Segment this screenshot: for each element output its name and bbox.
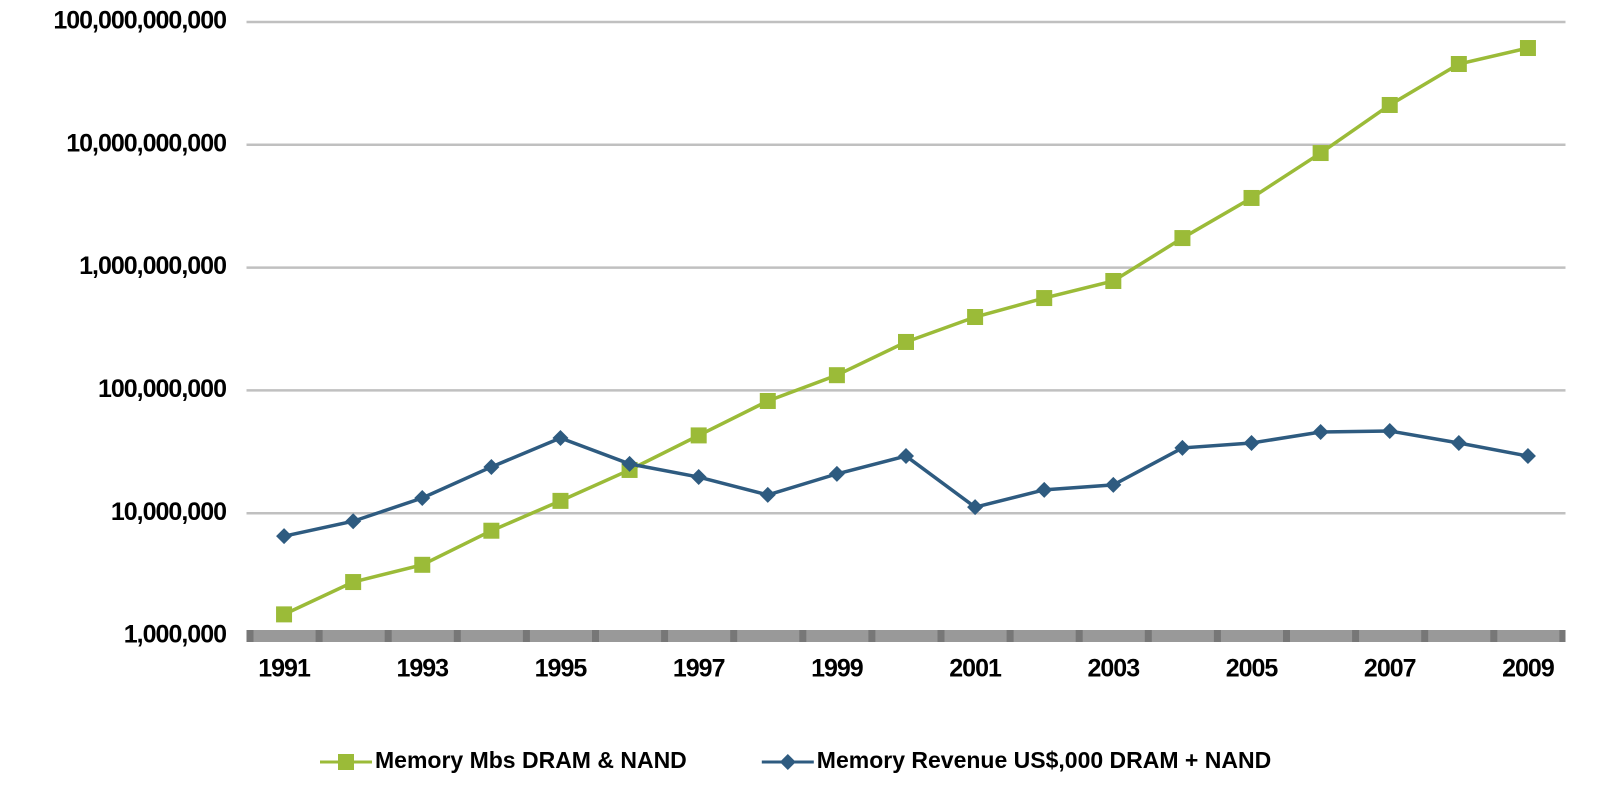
marker <box>1243 189 1260 206</box>
x-tick-label: 2005 <box>1226 655 1279 683</box>
marker <box>1105 476 1122 493</box>
marker <box>276 528 293 545</box>
marker <box>1450 55 1467 72</box>
marker <box>690 469 707 486</box>
marker <box>1243 434 1260 451</box>
marker <box>414 556 431 573</box>
x-tick-label: 2003 <box>1088 655 1140 683</box>
legend-label: Memory Mbs DRAM & NAND <box>375 747 687 773</box>
marker <box>483 458 500 475</box>
x-tick-label: 1993 <box>396 655 448 683</box>
marker <box>1450 434 1467 451</box>
marker <box>276 606 293 623</box>
legend: Memory Mbs DRAM & NAND Memory Revenue US$… <box>320 747 1271 773</box>
marker <box>1036 481 1053 498</box>
marker <box>414 489 431 506</box>
y-tick-label: 10,000,000 <box>111 498 226 526</box>
x-tick-label: 1997 <box>673 655 725 683</box>
x-tick-label: 2001 <box>949 655 1002 683</box>
y-tick-label: 1,000,000,000 <box>79 252 226 280</box>
series-line <box>283 429 1529 538</box>
y-tick-label: 100,000,000,000 <box>53 7 226 35</box>
marker <box>898 333 914 350</box>
x-tick-label: 1991 <box>258 655 311 683</box>
marker <box>345 513 362 530</box>
marker <box>967 499 984 516</box>
marker <box>552 429 569 446</box>
marker <box>1036 290 1053 307</box>
y-tick-label: 100,000,000 <box>98 375 226 403</box>
marker <box>1312 424 1329 441</box>
marker <box>1519 40 1536 57</box>
marker <box>621 455 638 472</box>
x-tick-label: 1995 <box>535 655 588 683</box>
marker <box>1381 423 1398 440</box>
marker <box>828 367 845 384</box>
marker <box>552 492 569 509</box>
legend-label: Memory Revenue US$,000 DRAM + NAND <box>817 747 1271 773</box>
marker <box>1519 448 1536 465</box>
x-tick-label: 2007 <box>1364 655 1416 683</box>
marker <box>967 309 984 326</box>
marker <box>1174 230 1191 247</box>
marker <box>483 522 500 539</box>
x-tick-label: 2009 <box>1502 655 1554 683</box>
marker <box>690 427 707 444</box>
marker <box>759 392 776 409</box>
marker <box>1312 145 1329 162</box>
y-tick-label: 1,000,000 <box>124 621 226 649</box>
marker <box>898 448 914 465</box>
marker <box>1105 272 1122 289</box>
marker <box>345 574 362 591</box>
marker <box>1174 439 1191 456</box>
y-tick-label: 10,000,000,000 <box>66 129 226 157</box>
marker <box>759 486 776 503</box>
legend-marker <box>779 754 796 770</box>
x-tick-label: 1999 <box>811 655 863 683</box>
marker <box>1381 96 1398 113</box>
series-line <box>283 46 1529 616</box>
marker <box>828 465 845 482</box>
legend-marker <box>338 754 354 770</box>
